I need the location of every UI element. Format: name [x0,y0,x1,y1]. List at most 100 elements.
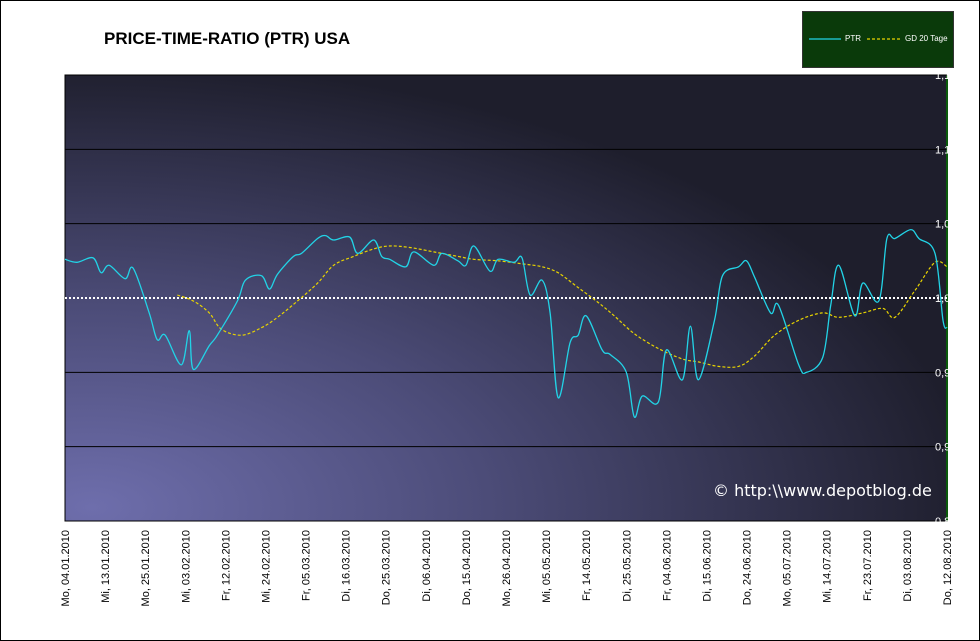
data-point-ptr [746,260,748,262]
x-tick-label: Do, 15.04.2010 [461,530,473,605]
data-point-gd20 [541,266,543,268]
data-point-ptr [529,294,531,296]
data-point-gd20 [497,260,499,262]
data-point-ptr [862,282,864,284]
x-tick-label: Mo, 05.07.2010 [782,530,794,606]
x-tick-label: Mi, 14.07.2010 [822,530,834,603]
data-point-gd20 [681,358,683,360]
data-point-ptr [633,416,635,418]
data-point-ptr [92,257,94,259]
y-tick-label: 1,100 [935,144,963,156]
data-point-ptr [389,258,391,260]
data-point-ptr [325,235,327,237]
data-point-ptr [208,345,210,347]
x-tick-label: Di, 16.03.2010 [341,530,353,602]
data-point-gd20 [754,355,756,357]
data-point-ptr [894,238,896,240]
x-tick-label: Fr, 05.03.2010 [301,530,313,601]
data-point-gd20 [353,255,355,257]
data-point-ptr [236,300,238,302]
data-point-ptr [293,255,295,257]
x-tick-label: Di, 15.06.2010 [701,530,713,602]
data-point-ptr [918,238,920,240]
x-tick-label: Fr, 04.06.2010 [661,530,673,601]
x-tick-label: Mi, 24.02.2010 [260,530,272,603]
data-point-ptr [317,238,319,240]
y-tick-label: 0,900 [935,442,963,454]
data-point-ptr [132,267,134,269]
data-point-ptr [465,264,467,266]
legend-label-ptr: PTR [845,34,861,43]
legend: PTR GD 20 Tage [802,11,954,68]
data-point-ptr [381,255,383,257]
data-point-gd20 [882,307,884,309]
data-point-gd20 [657,348,659,350]
data-point-ptr [76,261,78,263]
data-point-ptr [192,368,194,370]
data-point-gd20 [577,287,579,289]
y-tick-labels: 0,850 0,900 0,950 1,000 1,050 1,100 1,150 [935,70,963,528]
data-point-gd20 [192,300,194,302]
data-point-ptr [549,312,551,314]
data-point-ptr [569,342,571,344]
data-point-gd20 [333,264,335,266]
x-tick-label: Mo, 25.01.2010 [140,530,152,606]
x-tick-label: Mo, 26.04.2010 [501,530,513,606]
data-point-ptr [244,279,246,281]
data-point-ptr [433,264,435,266]
data-point-gd20 [457,255,459,257]
data-point-ptr [946,327,948,329]
data-point-gd20 [613,315,615,317]
legend-label-gd20: GD 20 Tage [905,34,948,43]
data-point-ptr [689,325,691,327]
data-point-ptr [180,364,182,366]
x-tick-label: Di, 03.08.2010 [902,530,914,602]
data-point-ptr [770,312,772,314]
data-point-ptr [886,238,888,240]
data-point-gd20 [220,328,222,330]
data-point-gd20 [176,294,178,296]
data-point-ptr [798,364,800,366]
data-point-gd20 [317,282,319,284]
data-point-ptr [276,273,278,275]
data-point-ptr [625,371,627,373]
chart-title: PRICE-TIME-RATIO (PTR) USA [104,29,351,48]
data-point-ptr [778,304,780,306]
data-point-ptr [521,257,523,259]
data-point-ptr [806,371,808,373]
data-point-gd20 [697,361,699,363]
data-point-gd20 [276,316,278,318]
data-point-ptr [349,236,351,238]
y-tick-label: 1,050 [935,219,963,231]
x-tick-label: Di, 06.04.2010 [421,530,433,602]
series-line-gd20 [177,245,948,368]
data-point-ptr [822,356,824,358]
x-tick-label: Di, 25.05.2010 [621,530,633,602]
data-point-ptr [838,264,840,266]
data-point-ptr [164,334,166,336]
data-point-gd20 [473,258,475,260]
data-point-ptr [830,304,832,306]
x-tick-label: Do, 25.03.2010 [381,530,393,605]
data-point-gd20 [822,312,824,314]
data-point-ptr [713,319,715,321]
data-point-ptr [513,261,515,263]
data-point-gd20 [373,248,375,250]
data-point-ptr [665,349,667,351]
data-point-gd20 [862,312,864,314]
data-point-ptr [405,266,407,268]
data-point-ptr [557,397,559,399]
data-point-gd20 [297,300,299,302]
y-tick-label: 0,850 [935,516,963,528]
data-point-gd20 [240,334,242,336]
data-point-ptr [854,315,856,317]
x-tick-label: Do, 24.06.2010 [742,530,754,605]
x-tick-label: Mi, 05.05.2010 [541,530,553,603]
data-point-ptr [738,266,740,268]
data-point-ptr [910,229,912,231]
data-point-ptr [148,312,150,314]
data-point-gd20 [934,261,936,263]
y-tick-label: 1,150 [935,70,963,82]
data-point-ptr [100,272,102,274]
